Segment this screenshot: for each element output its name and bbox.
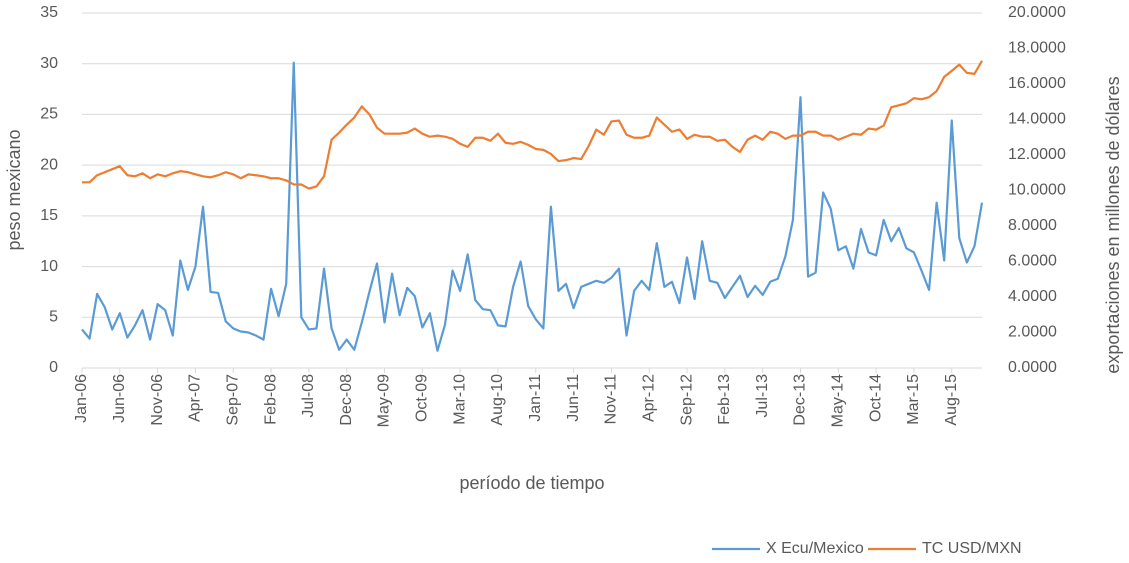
y2-tick-label: 0.0000 (1008, 359, 1057, 376)
y2-tick-label: 2.0000 (1008, 324, 1057, 341)
x-tick-label: Mar-10 (451, 374, 468, 425)
x-tick-label: Oct-09 (414, 374, 431, 422)
x-tick-label: Dec-08 (338, 374, 355, 426)
x-tick-label: Feb-13 (716, 374, 733, 425)
x-tick-label: Sep-07 (224, 374, 241, 426)
x-tick-label: May-14 (830, 374, 847, 427)
x-tick-label: Feb-08 (262, 374, 279, 425)
x-axis-title: período de tiempo (459, 473, 604, 493)
x-tick-label: Apr-12 (640, 374, 657, 422)
x-tick-label: Dec-13 (792, 374, 809, 426)
y2-tick-label: 18.0000 (1008, 40, 1066, 57)
series-line (82, 60, 983, 190)
x-tick-label: Jul-13 (754, 374, 771, 418)
x-tick-label: Jan-11 (527, 374, 544, 422)
x-tick-label: Jul-08 (300, 374, 317, 418)
y2-tick-label: 14.0000 (1008, 111, 1066, 128)
x-tick-label: Jun-06 (111, 374, 128, 423)
x-tick-label: Mar-15 (905, 374, 922, 425)
y2-tick-label: 8.0000 (1008, 217, 1057, 234)
y2-tick-label: 10.0000 (1008, 182, 1066, 199)
legend-label: X Ecu/Mexico (766, 540, 864, 557)
y-tick-label: 0 (49, 359, 58, 376)
y2-tick-label: 6.0000 (1008, 253, 1057, 270)
x-tick-label: Aug-15 (943, 374, 960, 426)
y2-tick-label: 4.0000 (1008, 288, 1057, 305)
x-tick-label: Jan-06 (73, 374, 90, 423)
y-tick-label: 35 (40, 4, 58, 21)
x-tick-label: Nov-06 (149, 374, 166, 426)
legend-label: TC USD/MXN (922, 540, 1022, 557)
x-tick-label: Sep-12 (678, 374, 695, 426)
y-tick-label: 25 (40, 106, 58, 123)
y2-tick-label: 12.0000 (1008, 146, 1066, 163)
y-tick-label: 20 (40, 156, 58, 173)
x-tick-label: Jun-11 (565, 374, 582, 422)
x-tick-label: May-09 (376, 374, 393, 427)
y-axis-title: peso mexicano (4, 129, 24, 250)
x-tick-label: Apr-07 (187, 374, 204, 422)
series-line (81, 61, 984, 352)
y2-tick-label: 20.0000 (1008, 4, 1066, 21)
y2-axis-title: exportaciones en millones de dólares (1103, 76, 1123, 373)
x-tick-label: Aug-10 (489, 374, 506, 426)
y2-tick-label: 16.0000 (1008, 75, 1066, 92)
y-tick-label: 10 (40, 258, 58, 275)
x-tick-label: Nov-11 (603, 374, 620, 424)
x-tick-label: Oct-14 (867, 374, 884, 422)
y-tick-label: 30 (40, 55, 58, 72)
y-tick-label: 15 (40, 207, 58, 224)
y-tick-label: 5 (49, 309, 58, 326)
